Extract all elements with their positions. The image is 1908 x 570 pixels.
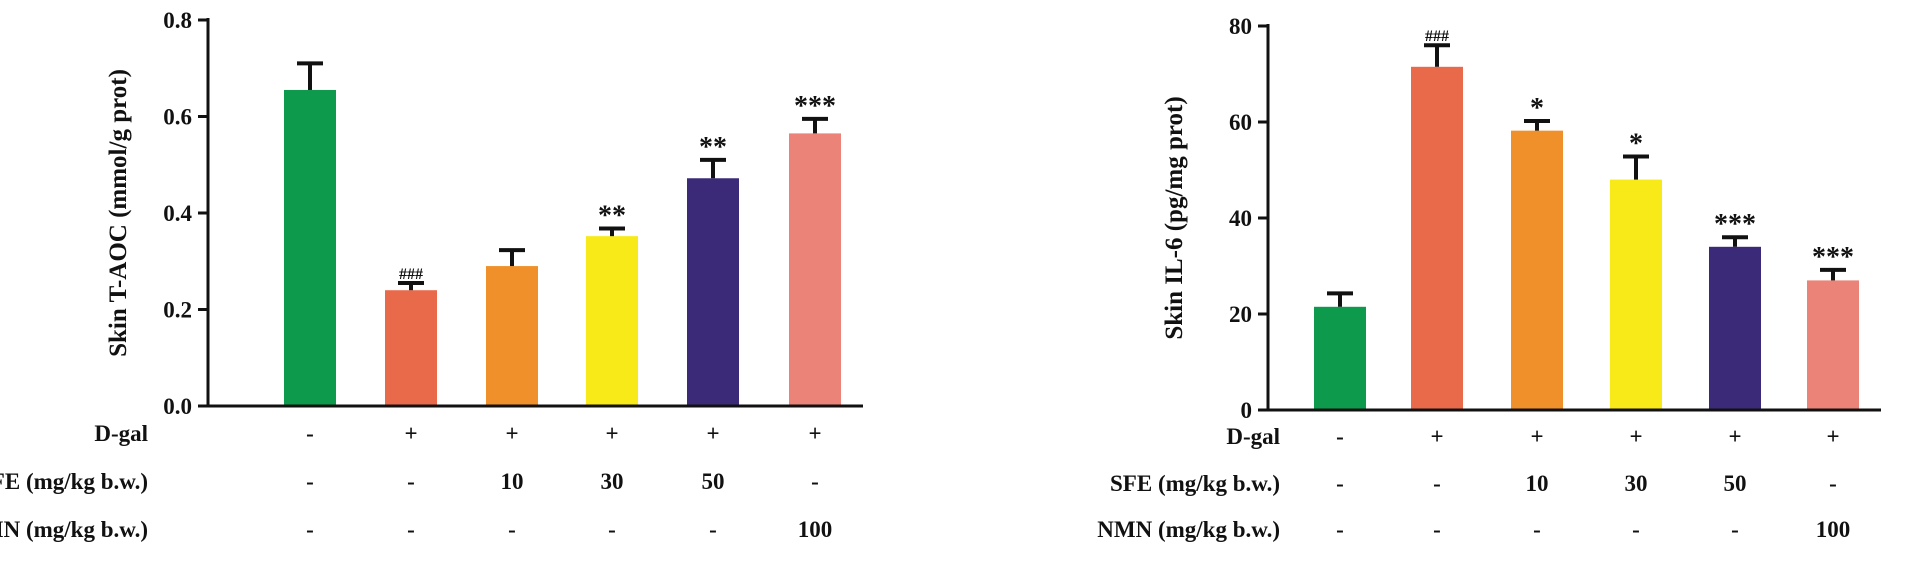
treatment-row-label: D-gal (94, 421, 148, 446)
treatment-row-value: + (1826, 424, 1839, 449)
treatment-row-value: + (808, 421, 821, 446)
y-tick-label: 60 (1229, 110, 1252, 135)
treatment-row-value: 50 (702, 469, 725, 494)
y-tick-label: 0.0 (163, 394, 192, 419)
y-tick-label: 20 (1229, 302, 1252, 327)
treatment-row-value: 100 (1816, 517, 1851, 542)
treatment-row-value: - (1433, 471, 1441, 496)
bar (385, 290, 437, 406)
treatment-row-value: - (608, 517, 616, 542)
treatment-row-label: D-gal (1226, 424, 1280, 449)
significance-label: *** (1714, 209, 1756, 240)
treatment-row-label: NMN (mg/kg b.w.) (0, 517, 148, 542)
treatment-row-value: + (404, 421, 417, 446)
y-tick-label: 0 (1241, 398, 1253, 423)
treatment-row-value: 50 (1724, 471, 1747, 496)
treatment-row-value: 30 (1625, 471, 1648, 496)
bar (1511, 130, 1563, 410)
significance-label: ** (598, 200, 626, 231)
y-axis-label: Skin IL-6 (pg/mg prot) (1161, 96, 1188, 339)
y-tick-label: 80 (1229, 14, 1252, 39)
treatment-row-value: 10 (501, 469, 524, 494)
bar (1610, 179, 1662, 410)
treatment-row-value: - (407, 469, 415, 494)
bar (486, 266, 538, 406)
treatment-row-value: + (706, 421, 719, 446)
significance-label: *** (794, 91, 836, 122)
y-tick-label: 0.4 (163, 201, 192, 226)
significance-label: * (1629, 129, 1643, 160)
y-axis-label: Skin T-AOC (mmol/g prot) (105, 69, 132, 357)
treatment-row-value: - (1433, 517, 1441, 542)
treatment-row-value: - (1829, 471, 1837, 496)
treatment-row-value: - (1336, 517, 1344, 542)
significance-label: ### (399, 266, 423, 283)
y-tick-label: 40 (1229, 206, 1252, 231)
significance-label: ### (1425, 28, 1449, 45)
treatment-row-value: 30 (601, 469, 624, 494)
treatment-row-value: 10 (1526, 471, 1549, 496)
bar (1709, 246, 1761, 410)
bar (789, 133, 841, 406)
treatment-row-value: + (605, 421, 618, 446)
treatment-row-value: - (306, 517, 314, 542)
bar (687, 178, 739, 406)
bar (284, 89, 336, 407)
treatment-row-value: - (407, 517, 415, 542)
treatment-row-value: 100 (798, 517, 833, 542)
treatment-row-value: + (1430, 424, 1443, 449)
treatment-row-value: - (1336, 424, 1344, 449)
treatment-row-value: - (709, 517, 717, 542)
treatment-row-value: - (306, 421, 314, 446)
significance-label: * (1530, 93, 1544, 124)
treatment-row-value: - (1533, 517, 1541, 542)
treatment-row-label: SFE (mg/kg b.w.) (1110, 471, 1280, 496)
treatment-row-value: + (1530, 424, 1543, 449)
treatment-row-value: - (1336, 471, 1344, 496)
treatment-row-value: - (811, 469, 819, 494)
y-tick-label: 0.6 (163, 105, 192, 130)
y-tick-label: 0.8 (163, 8, 192, 33)
treatment-row-value: + (505, 421, 518, 446)
treatment-row-value: - (1632, 517, 1640, 542)
treatment-row-value: - (1731, 517, 1739, 542)
y-tick-label: 0.2 (163, 298, 192, 323)
treatment-row-value: - (306, 469, 314, 494)
treatment-row-label: SFE (mg/kg b.w.) (0, 469, 148, 494)
treatment-row-value: - (508, 517, 516, 542)
bar (1314, 306, 1366, 410)
treatment-row-value: + (1629, 424, 1642, 449)
significance-label: ** (699, 132, 727, 163)
treatment-row-label: NMN (mg/kg b.w.) (1097, 517, 1280, 542)
bar (586, 236, 638, 406)
bar (1807, 280, 1859, 410)
treatment-row-value: + (1728, 424, 1741, 449)
significance-label: *** (1812, 242, 1854, 273)
bar (1411, 66, 1463, 411)
